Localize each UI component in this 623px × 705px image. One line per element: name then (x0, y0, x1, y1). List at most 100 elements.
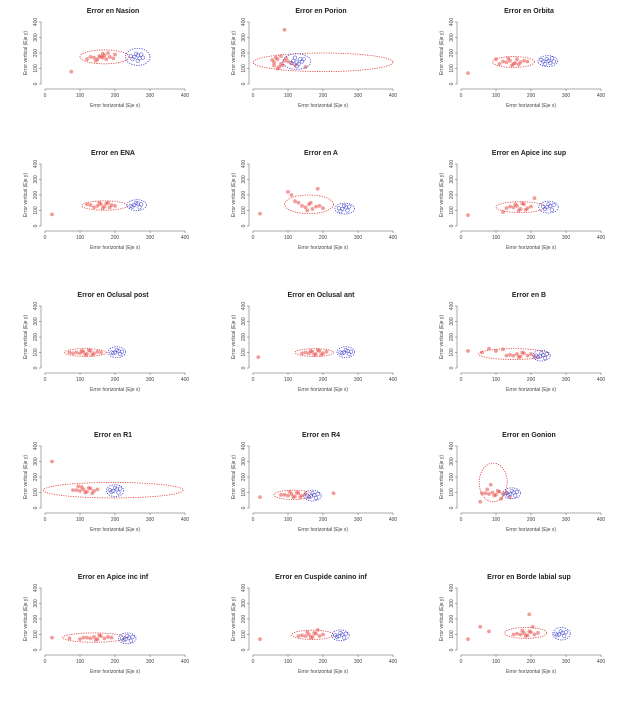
chart-panel: Error en Nasion 0 100 200 300 400 0 100 200 300 40… (5, 2, 205, 139)
series-a-point (286, 190, 290, 194)
y-tick-label: 200 (33, 333, 39, 342)
series-a-point (294, 490, 299, 495)
series-b-point (549, 56, 555, 61)
y-tick-label: 0 (33, 506, 39, 509)
chart-panel: Error en ENA 0 100 200 300 400 0 100 200 300 400 Er… (5, 144, 205, 281)
series-a-point (88, 54, 93, 59)
series-a-point (508, 495, 512, 500)
series-a-point (284, 56, 289, 61)
series-a-point (303, 634, 308, 638)
series-a-point (79, 485, 84, 489)
series-a-point (308, 200, 313, 205)
series-a-point (92, 205, 96, 210)
series-a-point (296, 634, 301, 638)
x-tick-label: 0 (252, 235, 255, 241)
x-tick-label: 200 (319, 377, 328, 383)
x-tick-label: 0 (252, 93, 255, 99)
series-a-point (308, 349, 313, 353)
y-tick-label: 100 (449, 64, 455, 73)
x-tick-label: 400 (389, 93, 398, 99)
x-tick-label: 300 (354, 517, 363, 523)
y-tick-label: 300 (449, 599, 455, 608)
series-a-point (67, 350, 72, 355)
x-axis-label: Error horizontal (Eje x) (298, 669, 348, 675)
y-tick-label: 0 (241, 648, 247, 651)
series-a-point (298, 495, 303, 500)
y-tick-label: 100 (33, 630, 39, 639)
series-a-point (314, 204, 318, 209)
series-a-point (520, 201, 525, 206)
y-tick-label: 400 (241, 584, 247, 593)
series-a-point (501, 210, 505, 214)
series-a-point (286, 59, 290, 64)
y-tick-label: 0 (241, 82, 247, 85)
series-a-point (106, 634, 110, 639)
series-a-point (495, 489, 500, 493)
series-a-point (501, 492, 505, 496)
series-a-point (97, 200, 102, 205)
series-a-point (76, 484, 81, 489)
y-tick-label: 300 (241, 175, 247, 184)
x-tick-label: 200 (111, 235, 120, 241)
chart-svg: Error en A 0 100 200 300 400 0 100 200 300 400 Erro… (231, 150, 398, 251)
series-a-point (331, 491, 336, 496)
series-a-point (83, 352, 88, 357)
series-a-point (532, 632, 537, 637)
series-a-point (293, 199, 297, 204)
series-a-point (109, 635, 114, 640)
series-a-point (527, 629, 532, 634)
y-tick-label: 300 (241, 599, 247, 608)
x-tick-label: 100 (76, 235, 85, 241)
x-tick-label: 200 (111, 377, 120, 383)
series-a-point (478, 499, 483, 504)
x-tick-label: 100 (76, 377, 85, 383)
x-tick-label: 0 (252, 377, 255, 383)
y-tick-label: 100 (449, 630, 455, 639)
y-tick-label: 100 (33, 64, 39, 73)
y-axis-label: Error vertical (Eje y) (231, 173, 237, 218)
series-b-point (338, 209, 343, 214)
series-a-point (85, 635, 89, 640)
x-axis-label: Error horizontal (Eje x) (298, 527, 348, 533)
chart-title: Error en Oclusal ant (288, 292, 356, 299)
series-a-point (303, 350, 308, 355)
chart-title: Error en B (512, 292, 546, 299)
y-tick-label: 0 (449, 224, 455, 227)
series-a-point (286, 493, 290, 498)
x-tick-label: 300 (354, 235, 363, 241)
x-tick-label: 400 (389, 235, 398, 241)
y-tick-label: 400 (33, 584, 39, 593)
series-b-point (551, 59, 556, 64)
x-tick-label: 200 (111, 517, 120, 523)
series-a-point (79, 349, 84, 353)
series-a-point (466, 213, 470, 218)
x-axis-label: Error horizontal (Eje x) (506, 245, 556, 251)
chart-panel: Error en Oclusal post 0 100 200 300 400 0 100 20… (5, 286, 205, 423)
series-a-point (315, 627, 320, 632)
y-tick-label: 0 (33, 648, 39, 651)
series-a-point (95, 487, 100, 492)
series-b-ellipse (334, 202, 355, 215)
x-tick-label: 400 (181, 659, 190, 665)
series-b-point (128, 638, 133, 643)
series-a-point (523, 207, 528, 212)
series-a-point (511, 353, 516, 358)
x-tick-label: 0 (460, 377, 463, 383)
x-tick-label: 200 (527, 517, 536, 523)
series-b-point (119, 636, 125, 641)
series-a-point (107, 205, 112, 210)
y-tick-label: 100 (241, 64, 247, 73)
chart-panel: Error en R1 0 100 200 300 400 0 100 200 300 400 Err… (5, 426, 205, 563)
series-b-point (333, 633, 338, 638)
series-a-point (97, 54, 102, 58)
x-tick-label: 100 (492, 377, 501, 383)
series-b-point (504, 491, 509, 496)
y-tick-label: 300 (449, 457, 455, 466)
chart-title: Error en Gonion (502, 432, 556, 439)
series-b-point (140, 55, 146, 60)
x-tick-label: 300 (146, 517, 155, 523)
series-a-point (258, 211, 262, 216)
chart-panel: Error en Apice inc sup 0 100 200 300 400 0 100 2… (421, 144, 621, 281)
series-b-point (116, 490, 121, 495)
chart-title: Error en ENA (91, 150, 135, 157)
